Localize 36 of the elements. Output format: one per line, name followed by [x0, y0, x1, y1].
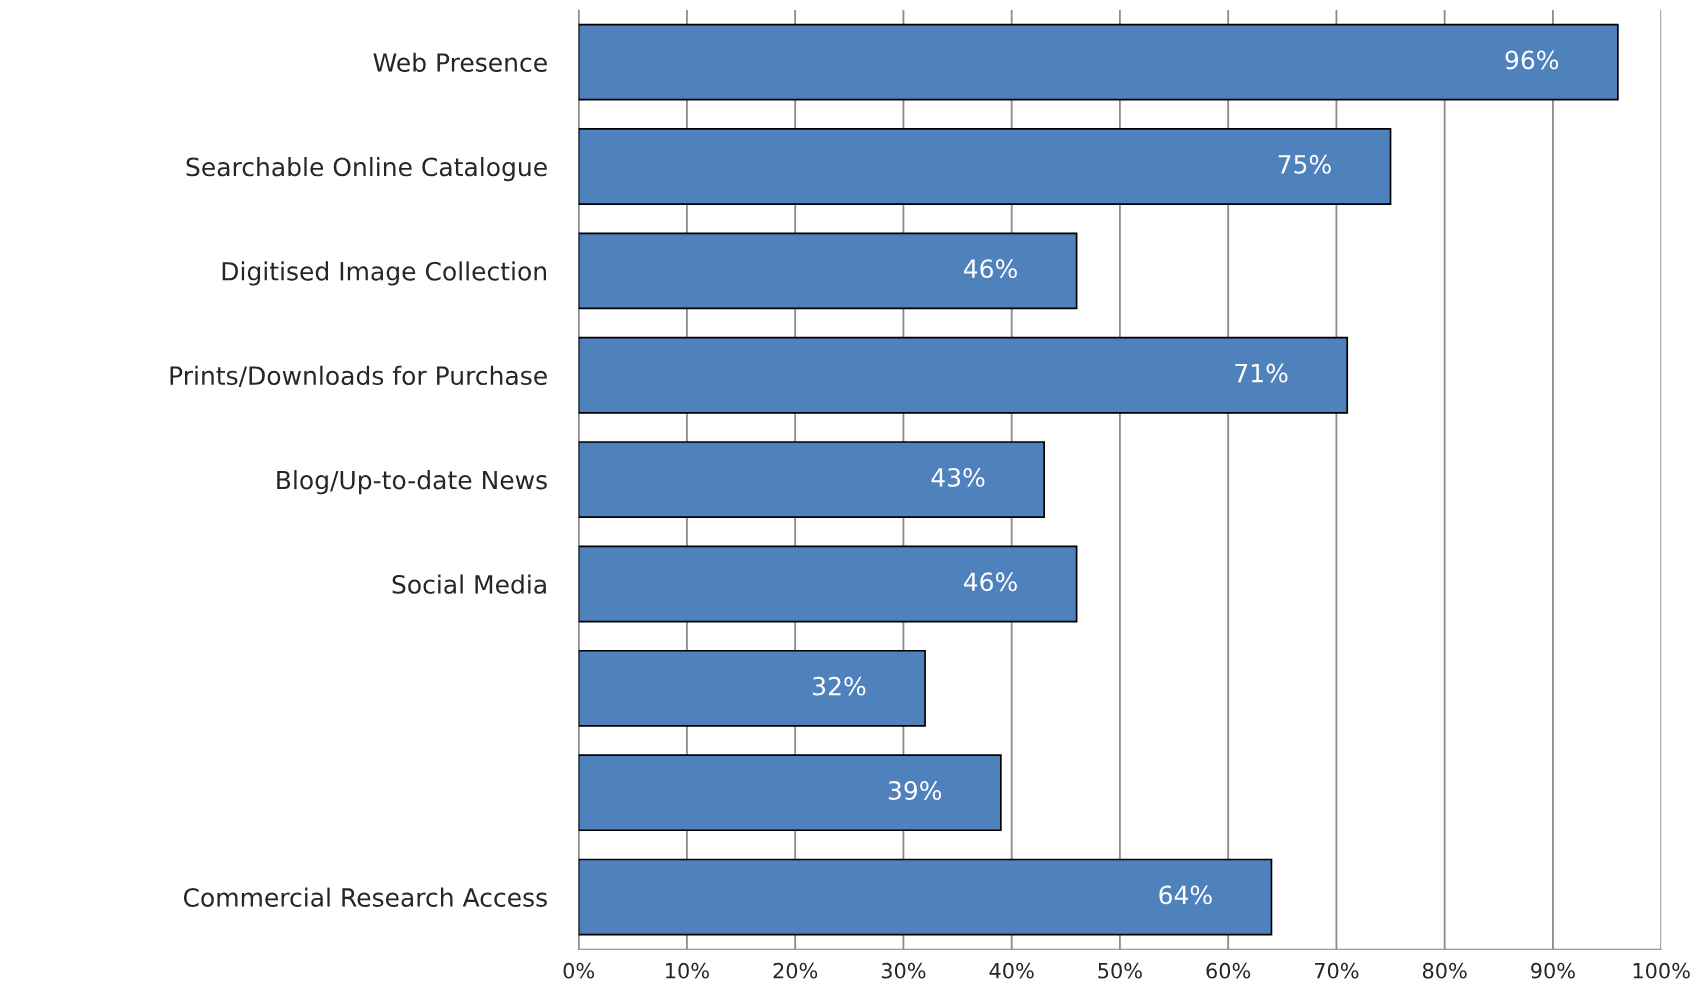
- data-label: 64%: [1159, 885, 1212, 905]
- bar: [578, 858, 1273, 936]
- data-label: 46%: [963, 259, 1017, 279]
- x-tick-label: 0%: [563, 962, 595, 979]
- x-tick-label: 30%: [881, 962, 926, 979]
- bar: [578, 232, 1078, 310]
- bar: [578, 128, 1392, 205]
- y-tick-label: Prints/Downloads for Purchase: [170, 365, 547, 388]
- data-label: 43%: [931, 467, 985, 487]
- x-tick-label: 80%: [1422, 962, 1467, 979]
- y-tick-label: Digitised Image Collection: [222, 261, 546, 286]
- x-tick-label: 90%: [1531, 962, 1575, 979]
- bar: [578, 23, 1619, 101]
- x-tick-label: 50%: [1098, 962, 1142, 979]
- y-tick-label: Social Media: [392, 574, 546, 594]
- y-tick-label: Commercial Research Access: [183, 887, 547, 907]
- bar: [578, 336, 1349, 414]
- data-label: 96%: [1505, 50, 1559, 70]
- data-label: 32%: [813, 676, 866, 696]
- x-tick-label: 40%: [989, 962, 1034, 979]
- data-label: 75%: [1278, 154, 1331, 174]
- bar: [578, 545, 1078, 623]
- x-tick-label: 100%: [1633, 962, 1690, 979]
- bar: [578, 649, 926, 727]
- data-label: 71%: [1235, 363, 1288, 383]
- data-label: 46%: [963, 572, 1017, 592]
- x-tick-label: 10%: [666, 962, 709, 979]
- bar: [578, 754, 1002, 832]
- y-tick-label: Web Presence: [373, 52, 547, 72]
- bar: [578, 441, 1045, 519]
- y-tick-label: Searchable Online Catalogue: [186, 157, 547, 182]
- x-tick-label: 70%: [1314, 962, 1359, 979]
- x-tick-label: 20%: [773, 962, 818, 979]
- x-tick-label: 60%: [1206, 962, 1251, 979]
- y-tick-label: Blog/Up-to-date News: [277, 470, 547, 495]
- data-label: 39%: [888, 781, 942, 800]
